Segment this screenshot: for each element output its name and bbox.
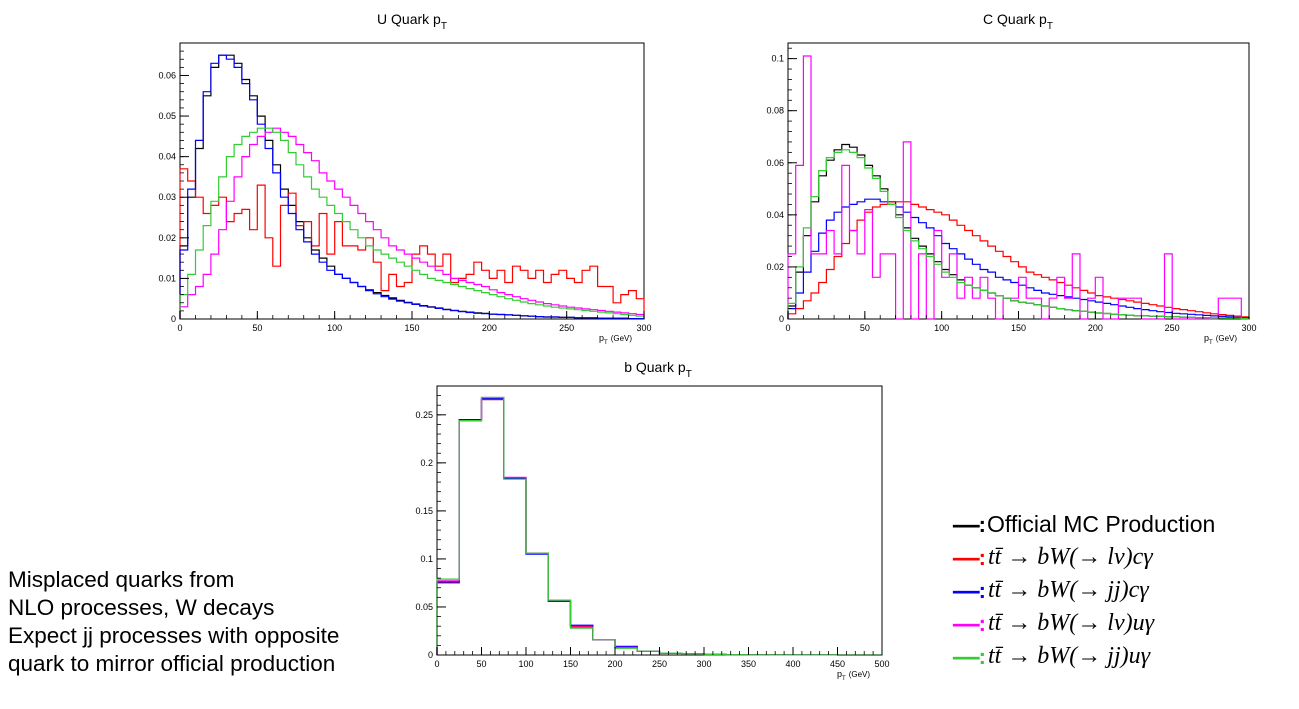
legend-swatch: -----:: [952, 643, 986, 669]
legend-swatch: -----:: [952, 544, 986, 570]
legend-entry: -----: Official MC Production: [952, 508, 1297, 541]
legend-label: tt̄ → bW(→ jj)cγ: [987, 577, 1149, 603]
x-axis-label: pT (GeV): [1204, 333, 1237, 346]
chart-title: b Quark pT: [624, 359, 692, 380]
x-tick-label: 300: [1241, 323, 1256, 333]
series-line-lv_u: [179, 127, 645, 319]
legend-entry: -----: tt̄ → bW(→ jj)cγ: [952, 574, 1297, 607]
x-tick-label: 50: [476, 659, 486, 669]
y-tick-label: 0.04: [766, 210, 784, 220]
x-tick-label: 50: [252, 323, 262, 333]
x-axis-label: pT (GeV): [837, 669, 870, 682]
y-tick-label: 0: [779, 314, 784, 324]
y-tick-label: 0.04: [158, 152, 176, 162]
y-tick-label: 0.05: [415, 602, 433, 612]
x-tick-label: 150: [404, 323, 419, 333]
y-tick-label: 0.08: [766, 106, 784, 116]
legend-label: tt̄ → bW(→ lν)uγ: [987, 610, 1155, 636]
x-tick-label: 300: [696, 659, 711, 669]
series-line-jj_u: [787, 149, 1250, 320]
legend-label: tt̄ → bW(→ lν)cγ: [987, 544, 1153, 570]
legend-swatch: -----:: [952, 511, 986, 537]
x-tick-label: 500: [874, 659, 889, 669]
y-tick-label: 0: [428, 650, 433, 660]
x-tick-label: 450: [830, 659, 845, 669]
x-tick-label: 100: [934, 323, 949, 333]
x-axis-label: pT (GeV): [599, 333, 632, 346]
x-tick-label: 150: [563, 659, 578, 669]
u-quark-pt-chart: U Quark pT 0 50 100 150 200 250 300 0 0.01 0.02 0.0…: [158, 11, 651, 346]
legend-entry: -----: tt̄ → bW(→ jj)uγ: [952, 640, 1297, 673]
y-tick-label: 0.01: [158, 273, 176, 283]
y-tick-label: 0.06: [158, 70, 176, 80]
b-quark-pt-chart: b Quark pT 0 50 100 150 200 250 300 350 400 450 500…: [415, 359, 889, 682]
y-tick-label: 0.05: [158, 111, 176, 121]
y-tick-label: 0.02: [766, 262, 784, 272]
x-tick-label: 200: [1088, 323, 1103, 333]
note-line-2: NLO processes, W decays: [8, 595, 275, 620]
y-tick-label: 0.06: [766, 158, 784, 168]
chart-title: C Quark pT: [983, 11, 1053, 32]
y-tick-label: 0.1: [420, 554, 433, 564]
x-tick-label: 300: [636, 323, 651, 333]
x-tick-label: 200: [482, 323, 497, 333]
series-line-jj_c: [179, 54, 645, 320]
x-tick-label: 250: [652, 659, 667, 669]
legend: -----: Official MC Production -----: tt̄ → …: [952, 508, 1297, 673]
x-tick-label: 200: [607, 659, 622, 669]
legend-entry: -----: tt̄ → bW(→ lν)uγ: [952, 607, 1297, 640]
x-tick-label: 150: [1011, 323, 1026, 333]
legend-label: Official MC Production: [986, 511, 1216, 537]
y-tick-label: 0.2: [420, 458, 433, 468]
x-tick-label: 250: [559, 323, 574, 333]
legend-swatch: -----:: [952, 577, 986, 603]
x-tick-label: 0: [434, 659, 439, 669]
note-line-1: Misplaced quarks from: [8, 567, 235, 592]
y-tick-label: 0.25: [415, 410, 433, 420]
legend-entry: -----: tt̄ → bW(→ lν)cγ: [952, 541, 1297, 574]
x-tick-label: 0: [785, 323, 790, 333]
note-line-3: Expect jj processes with opposite: [8, 623, 340, 648]
x-tick-label: 100: [518, 659, 533, 669]
y-tick-label: 0.03: [158, 192, 176, 202]
x-tick-label: 350: [741, 659, 756, 669]
legend-label: tt̄ → bW(→ jj)uγ: [987, 643, 1151, 669]
y-tick-label: 0.02: [158, 233, 176, 243]
y-tick-label: 0.1: [771, 54, 784, 64]
notes-text: Misplaced quarks from NLO processes, W d…: [8, 566, 339, 678]
x-tick-label: 50: [860, 323, 870, 333]
y-tick-label: 0: [171, 314, 176, 324]
legend-swatch: -----:: [952, 610, 986, 636]
x-tick-label: 400: [785, 659, 800, 669]
c-quark-pt-chart: C Quark pT 0 50 100 150 200 250 300 0 0.02 0.04 0.0…: [766, 11, 1256, 346]
series-line-lv_u: [787, 55, 1249, 320]
y-tick-label: 0.15: [415, 506, 433, 516]
x-tick-label: 0: [177, 323, 182, 333]
note-line-4: quark to mirror official production: [8, 651, 336, 676]
series-line-jj_u: [436, 396, 882, 656]
chart-title: U Quark pT: [377, 11, 447, 32]
series-line-jj_u: [179, 127, 645, 319]
series-line-lv_c: [787, 201, 1250, 319]
x-tick-label: 250: [1165, 323, 1180, 333]
series-line-lv_c: [179, 168, 645, 319]
x-tick-label: 100: [327, 323, 342, 333]
